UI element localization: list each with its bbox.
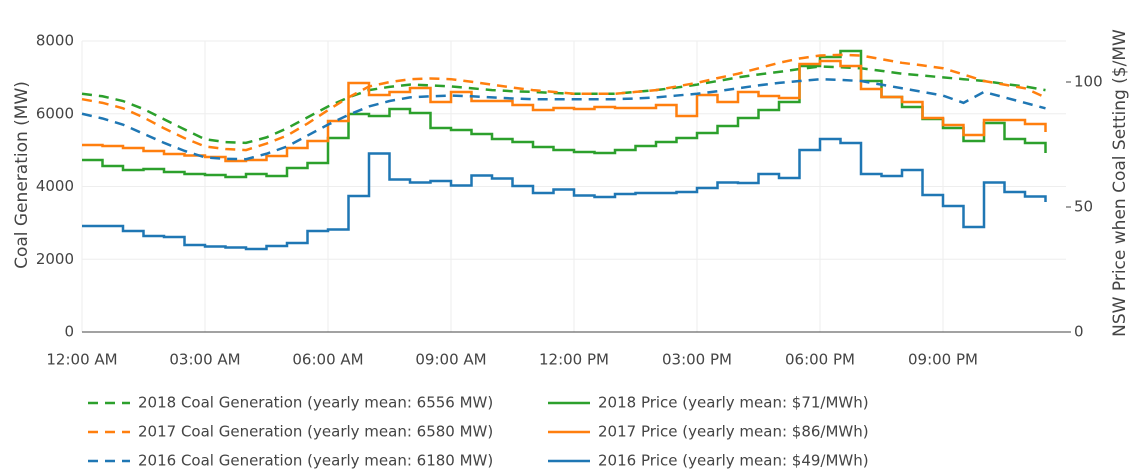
y2-tick-label: 50	[1074, 198, 1093, 216]
y-axis-label: Coal Generation (MW)	[12, 81, 32, 269]
series-line	[81, 65, 1046, 145]
y-tick-label: 8000	[36, 32, 74, 50]
series-line	[82, 137, 1047, 251]
series-line	[82, 59, 1047, 163]
legend-label: 2017 Coal Generation (yearly mean: 6580 …	[138, 423, 493, 441]
y2-tick-label: 100	[1074, 73, 1103, 91]
x-tick-label: 12:00 PM	[539, 351, 609, 369]
y-tick-label: 6000	[36, 104, 74, 122]
x-tick-label: 06:00 AM	[292, 351, 363, 369]
x-tick-label: 09:00 AM	[415, 351, 486, 369]
y-tick-label: 4000	[36, 177, 74, 195]
series-line	[81, 53, 1047, 152]
legend-label: 2018 Coal Generation (yearly mean: 6556 …	[138, 394, 493, 412]
legend-label: 2017 Price (yearly mean: $86/MWh)	[598, 423, 869, 441]
x-tick-label: 09:00 PM	[908, 351, 978, 369]
x-tick-label: 12:00 AM	[46, 351, 117, 369]
y-tick-label: 2000	[36, 250, 74, 268]
legend-label: 2016 Price (yearly mean: $49/MWh)	[598, 452, 869, 470]
series-line	[81, 77, 1046, 161]
x-tick-label: 06:00 PM	[785, 351, 855, 369]
x-tick-label: 03:00 AM	[169, 351, 240, 369]
y-tick-label: 0	[64, 323, 74, 341]
x-tick-label: 03:00 PM	[662, 351, 732, 369]
y2-tick-label: 0	[1074, 323, 1084, 341]
y2-axis-label: NSW Price when Coal Setting ($/MW	[1110, 29, 1130, 337]
legend-label: 2016 Coal Generation (yearly mean: 6180 …	[138, 452, 493, 470]
legend-label: 2018 Price (yearly mean: $71/MWh)	[598, 394, 869, 412]
